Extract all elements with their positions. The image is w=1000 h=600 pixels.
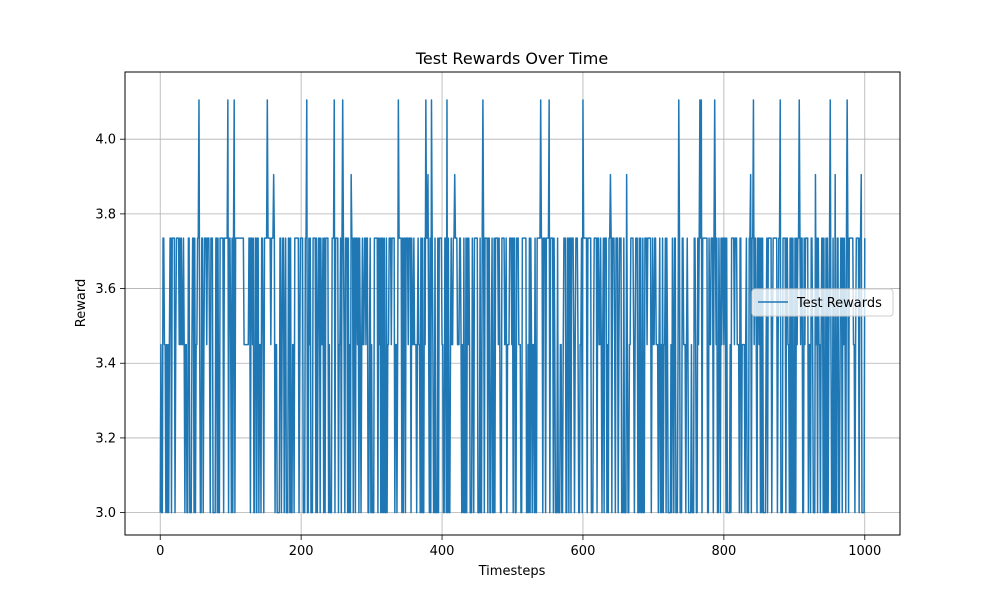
y-tick-label: 3.4 xyxy=(95,357,116,372)
y-tick-label: 3.8 xyxy=(95,207,116,222)
x-tick-label: 600 xyxy=(571,544,596,559)
tick-layer: 0 200 400 600 800 1000 3.0 3.2 3.4 3.6 3.8 4.0 xyxy=(95,133,881,559)
x-tick-label: 200 xyxy=(289,544,314,559)
x-tick-label: 1000 xyxy=(848,544,881,559)
legend-box xyxy=(751,288,894,317)
y-tick-label: 3.0 xyxy=(95,506,116,521)
y-tick-label: 3.2 xyxy=(95,431,116,446)
y-tick-label: 4.0 xyxy=(95,133,116,148)
x-tick-label: 800 xyxy=(711,544,736,559)
legend-label: Test Rewards xyxy=(796,296,882,311)
series-line-test-rewards xyxy=(159,99,866,514)
data-layer xyxy=(159,99,866,514)
x-tick-label: 400 xyxy=(430,544,455,559)
legend: Test Rewards xyxy=(751,288,894,317)
y-tick-label: 3.6 xyxy=(95,282,116,297)
x-axis-label: Timesteps xyxy=(478,564,546,579)
x-tick-label: 0 xyxy=(156,544,164,559)
plot-frame xyxy=(124,71,901,536)
y-axis-label: Reward xyxy=(74,279,89,327)
chart-title: Test Rewards Over Time xyxy=(415,49,608,68)
